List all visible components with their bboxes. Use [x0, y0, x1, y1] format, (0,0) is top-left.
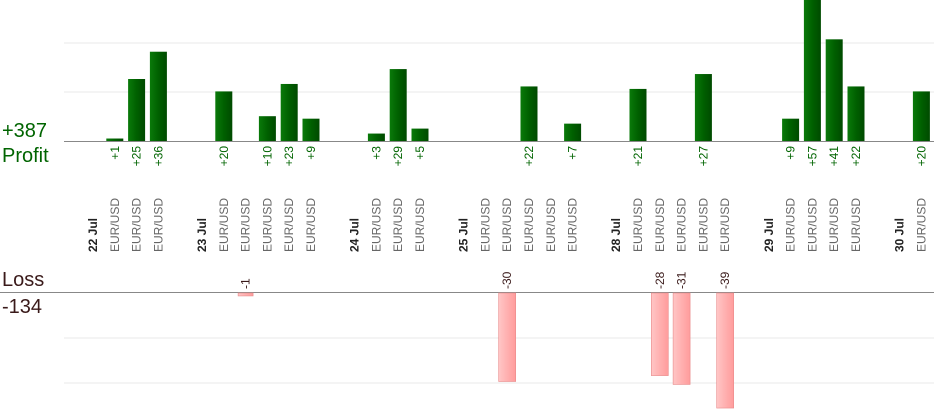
loss-bar [237, 292, 254, 297]
profit-bar [803, 0, 821, 141]
profit-bar [106, 138, 124, 141]
date-tick-label: 23 Jul [195, 218, 209, 252]
profit-data-label: +27 [696, 146, 710, 167]
profit-bar [629, 88, 647, 141]
pair-tick-label: EUR/USD [391, 198, 405, 252]
loss-data-label: -31 [675, 271, 689, 289]
date-tick-label: 28 Jul [609, 218, 623, 252]
profit-data-label: +1 [108, 146, 122, 160]
pair-tick-label: EUR/USD [239, 198, 253, 252]
pair-tick-label: EUR/USD [718, 198, 732, 252]
pair-tick-label: EUR/USD [369, 198, 383, 252]
profit-bar [782, 118, 800, 141]
profit-bar [258, 116, 276, 141]
profit-bar [847, 86, 865, 141]
profit-data-label: +23 [282, 146, 296, 167]
loss-data-label: -39 [718, 271, 732, 289]
profit-data-label: +20 [914, 146, 928, 167]
profit-data-label: +20 [217, 146, 231, 167]
pair-tick-label: EUR/USD [827, 198, 841, 252]
pair-tick-label: EUR/USD [130, 198, 144, 252]
date-tick-label: 22 Jul [86, 218, 100, 252]
loss-data-label: -1 [239, 278, 253, 289]
loss-bar [716, 292, 735, 409]
pair-tick-label: EUR/USD [478, 198, 492, 252]
loss-bar [650, 292, 669, 376]
loss-label: Loss [2, 269, 45, 291]
profit-bar [520, 86, 538, 141]
profit-label: Profit [2, 145, 49, 167]
loss-bar [672, 292, 691, 385]
pair-tick-label: EUR/USD [784, 198, 798, 252]
profit-data-label: +22 [522, 146, 536, 167]
pair-tick-label: EUR/USD [544, 198, 558, 252]
profit-bar [912, 91, 930, 141]
date-tick-label: 24 Jul [348, 218, 362, 252]
profit-data-label: +29 [391, 146, 405, 167]
date-tick-label: 25 Jul [457, 218, 471, 252]
pair-tick-label: EUR/USD [653, 198, 667, 252]
pair-tick-label: EUR/USD [151, 198, 165, 252]
profit-bar [564, 123, 582, 141]
profit-bar [367, 133, 385, 141]
profit-bar [302, 118, 320, 141]
profit-bar [825, 39, 843, 141]
pair-tick-label: EUR/USD [217, 198, 231, 252]
profit-bar [128, 79, 146, 141]
pair-tick-label: EUR/USD [631, 198, 645, 252]
profit-data-label: +3 [369, 146, 383, 160]
pair-tick-label: EUR/USD [413, 198, 427, 252]
profit-data-label: +41 [827, 146, 841, 167]
profit-bar [280, 83, 298, 141]
pair-tick-label: EUR/USD [304, 198, 318, 252]
profit-bar [389, 69, 407, 141]
profit-data-label: +5 [413, 146, 427, 160]
loss-total: -134 [2, 296, 43, 318]
profit-data-label: +7 [566, 146, 580, 160]
pair-tick-label: EUR/USD [805, 198, 819, 252]
profit-data-label: +9 [304, 146, 318, 160]
pair-tick-label: EUR/USD [675, 198, 689, 252]
pair-tick-label: EUR/USD [260, 198, 274, 252]
profit-data-label: +57 [805, 146, 819, 167]
profit-bar [149, 51, 167, 141]
profit-data-label: +22 [849, 146, 863, 167]
date-tick-label: 29 Jul [762, 218, 776, 252]
loss-data-label: -30 [500, 271, 514, 289]
profit-bar [411, 128, 429, 141]
profit-data-label: +21 [631, 146, 645, 167]
profit-data-label: +9 [784, 146, 798, 160]
profit-total: +387 [2, 120, 48, 142]
profit-bar [694, 74, 712, 141]
profit-data-label: +10 [260, 146, 274, 167]
profit-data-label: +25 [130, 146, 144, 167]
loss-bar [498, 292, 517, 382]
pair-tick-label: EUR/USD [696, 198, 710, 252]
pair-tick-label: EUR/USD [566, 198, 580, 252]
pair-tick-label: EUR/USD [282, 198, 296, 252]
profit-bar [215, 91, 233, 141]
pair-tick-label: EUR/USD [522, 198, 536, 252]
date-tick-label: 30 Jul [893, 218, 907, 252]
loss-data-label: -28 [653, 271, 667, 289]
pair-tick-label: EUR/USD [849, 198, 863, 252]
pair-tick-label: EUR/USD [108, 198, 122, 252]
pair-tick-label: EUR/USD [500, 198, 514, 252]
pair-tick-label: EUR/USD [914, 198, 928, 252]
profit-data-label: +36 [151, 146, 165, 167]
